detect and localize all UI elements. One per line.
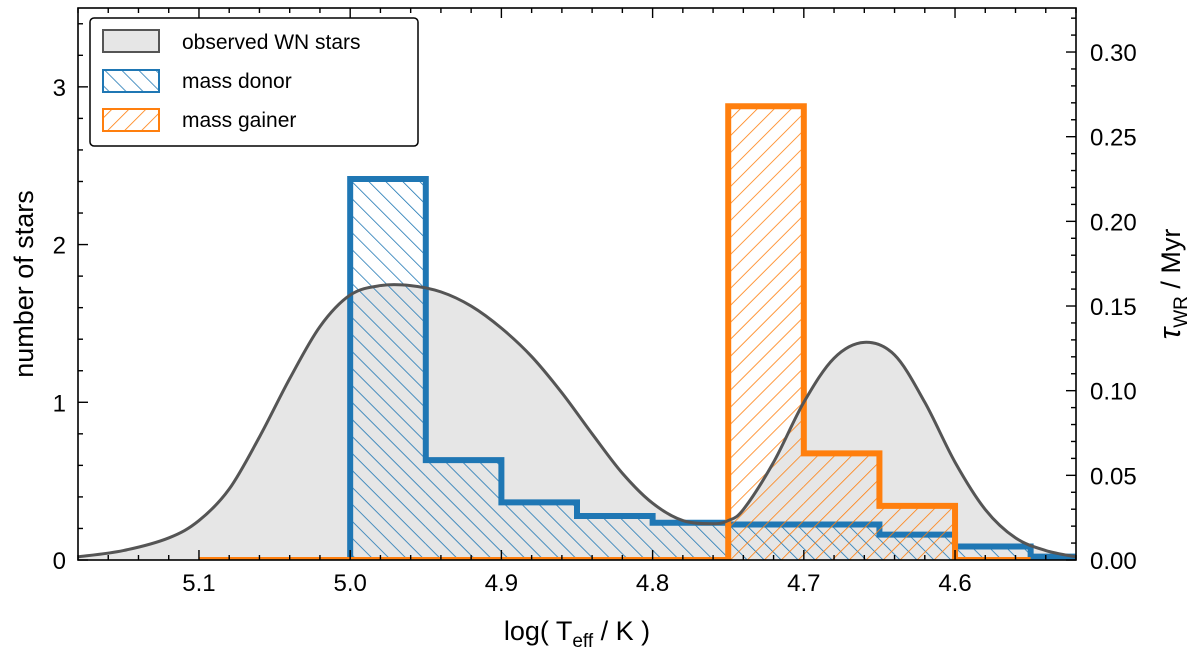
x-tick-label: 4.8 bbox=[636, 570, 669, 597]
donor-bar-3 bbox=[501, 502, 577, 560]
legend-box bbox=[89, 17, 419, 147]
y-left-tick-label: 2 bbox=[53, 233, 66, 260]
y-right-tick-label: 0.05 bbox=[1090, 463, 1137, 490]
observed-wn-curve bbox=[78, 283, 1076, 559]
axis-ticks bbox=[77, 8, 1077, 561]
donor-bar-5 bbox=[652, 522, 729, 560]
legend-label-donor: mass donor bbox=[182, 70, 292, 93]
y-right-tick-label: 0.15 bbox=[1090, 294, 1137, 321]
gainer-bar-1 bbox=[728, 106, 804, 560]
y-left-tick-label: 3 bbox=[53, 75, 66, 102]
legend-label-gainer: mass gainer bbox=[182, 109, 296, 132]
x-axis-title: log( Teff / K ) bbox=[504, 616, 650, 652]
y-right-tick-label: 0.10 bbox=[1090, 379, 1137, 406]
x-tick-label: 4.9 bbox=[485, 570, 518, 597]
y-right-tick-label: 0.00 bbox=[1090, 548, 1137, 575]
legend: observed WN stars mass donor mass gainer bbox=[89, 17, 419, 147]
legend-swatch-gainer bbox=[102, 108, 160, 132]
y-axis-left-title: number of stars bbox=[9, 190, 39, 378]
x-tick-label: 5.1 bbox=[182, 570, 215, 597]
x-tick-label: 4.7 bbox=[787, 570, 820, 597]
gainer-bar-2 bbox=[803, 453, 880, 560]
plot-frame bbox=[77, 7, 1077, 561]
y-right-tick-label: 0.25 bbox=[1090, 125, 1137, 152]
donor-bar-1 bbox=[350, 179, 426, 560]
y-left-tick-label: 1 bbox=[53, 390, 66, 417]
x-tick-label: 4.6 bbox=[938, 570, 971, 597]
gainer-bar-3 bbox=[879, 505, 956, 560]
donor-bar-9 bbox=[955, 546, 1031, 560]
y-left-tick-label: 0 bbox=[53, 548, 66, 575]
y-right-tick-label: 0.30 bbox=[1090, 40, 1137, 67]
legend-label-observed: observed WN stars bbox=[182, 31, 361, 54]
donor-bar-2 bbox=[425, 460, 502, 560]
plot-area bbox=[78, 103, 1076, 560]
legend-swatch-observed bbox=[102, 29, 160, 53]
y-axis-right-title: τWR / Myr bbox=[1152, 229, 1192, 340]
donor-bar-4 bbox=[577, 515, 653, 560]
legend-swatch-donor bbox=[102, 69, 160, 93]
y-right-tick-label: 0.20 bbox=[1090, 209, 1137, 236]
gainer-histogram-outline bbox=[198, 103, 1031, 560]
x-tick-label: 5.0 bbox=[333, 570, 366, 597]
